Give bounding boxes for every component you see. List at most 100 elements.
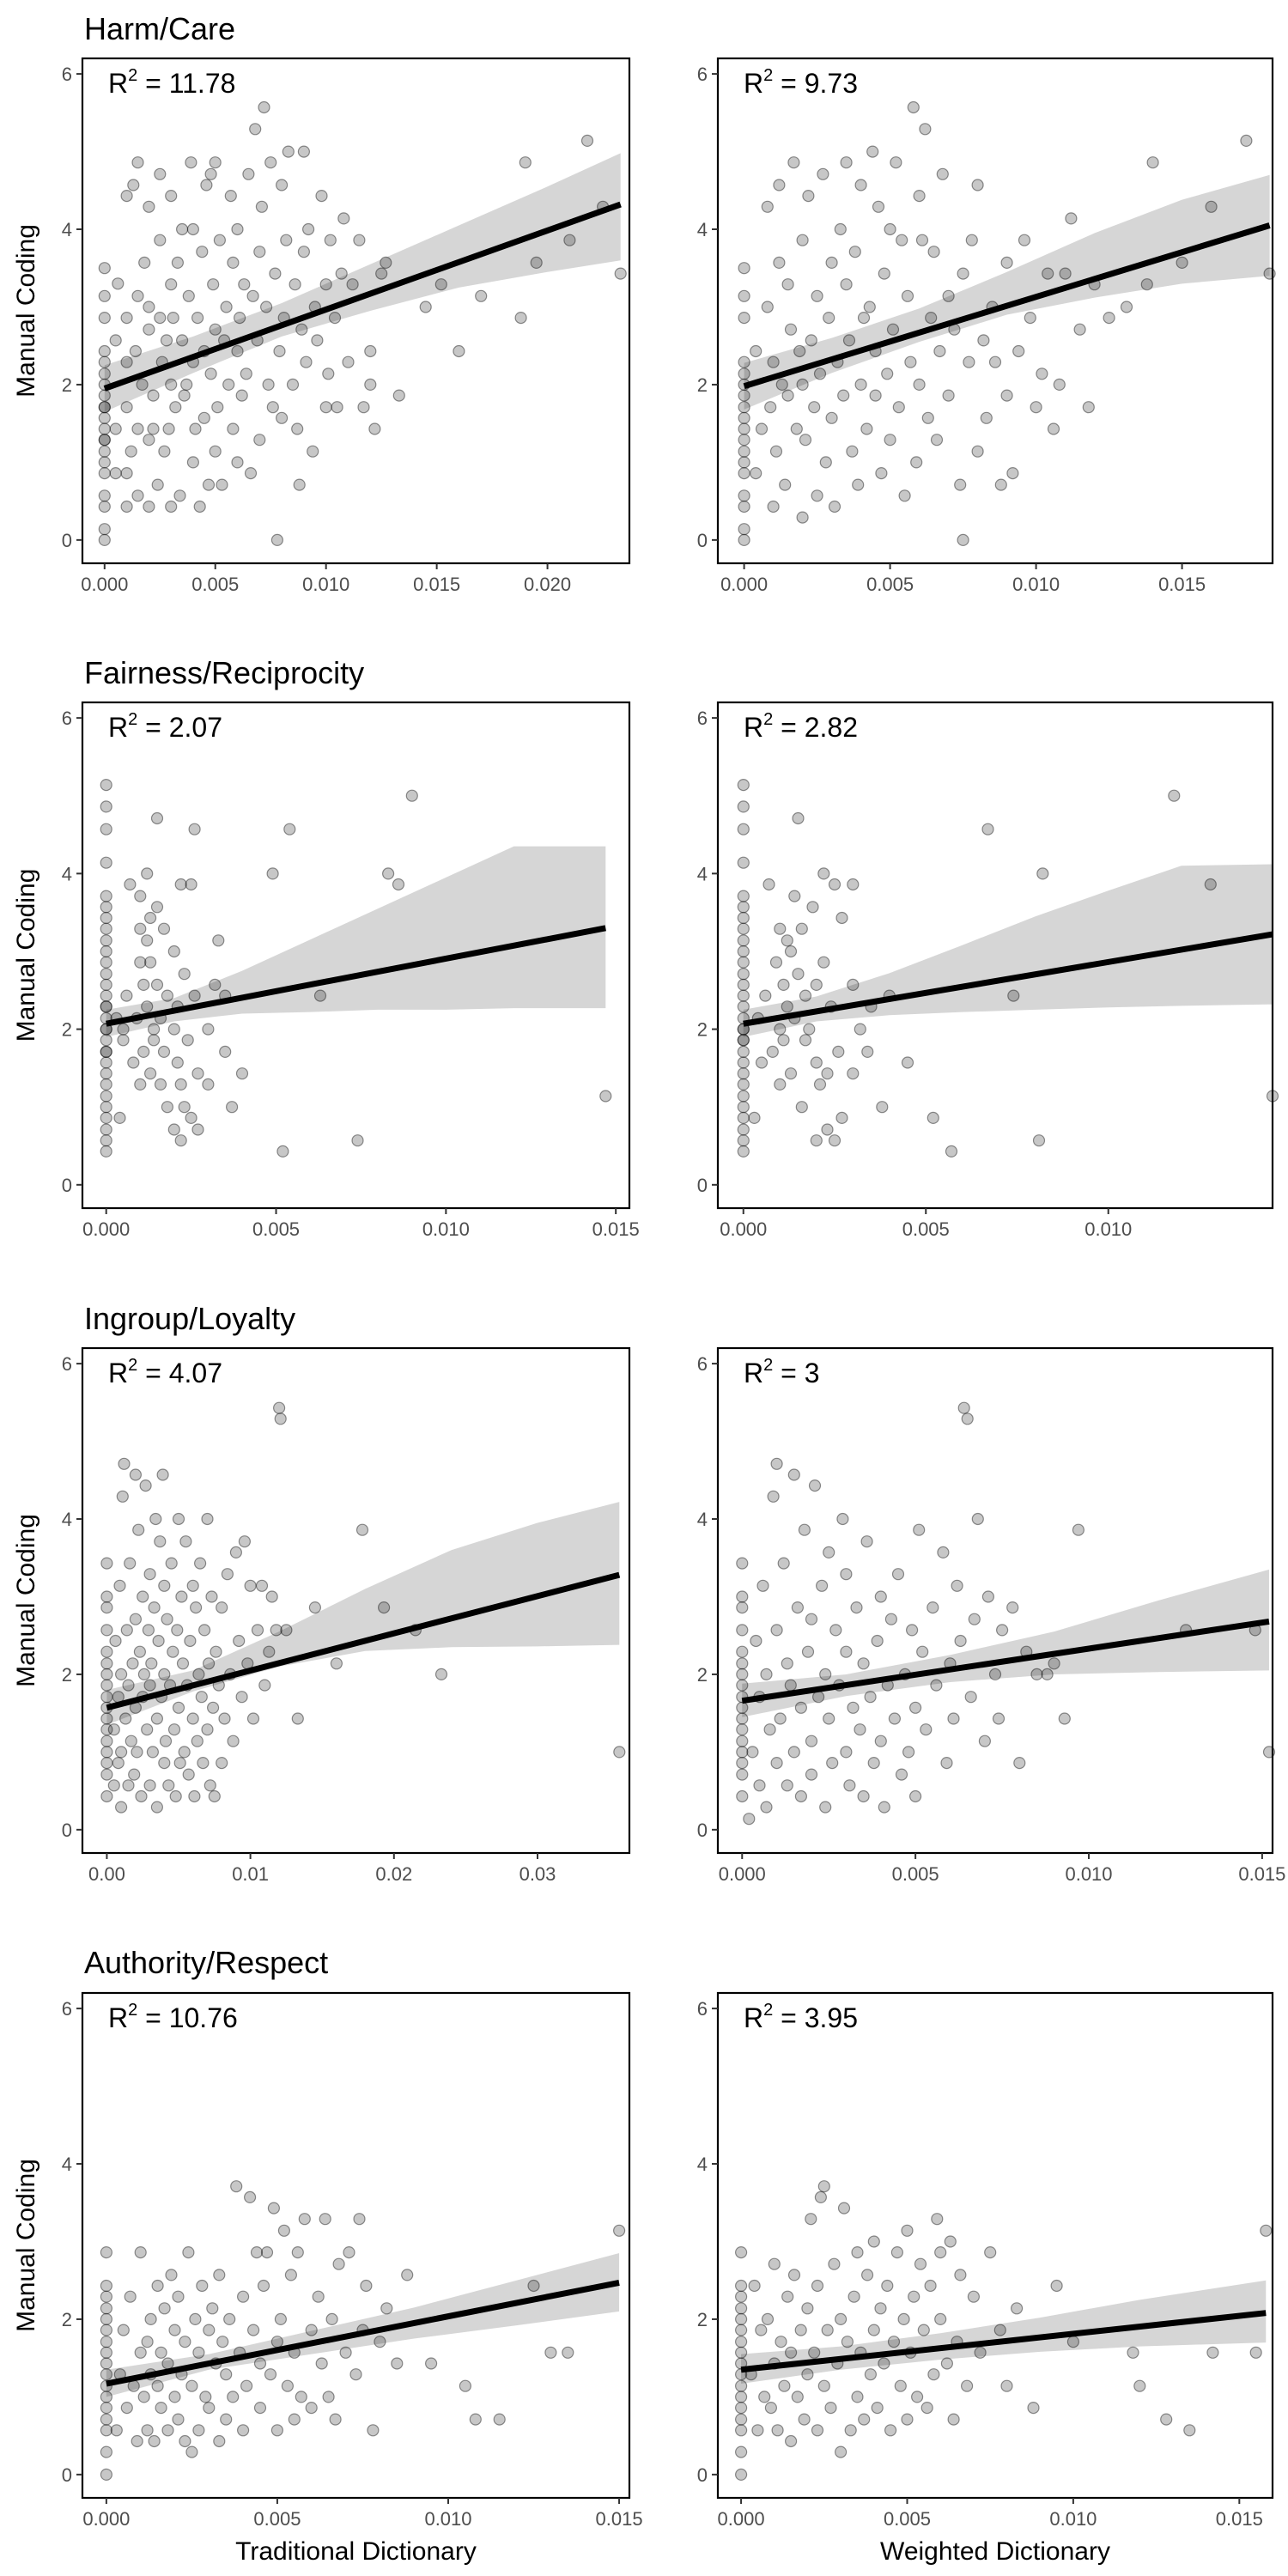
data-point xyxy=(322,2391,335,2403)
data-point xyxy=(133,1645,146,1658)
data-point xyxy=(1260,2224,1273,2237)
data-point xyxy=(186,1579,199,1592)
data-point xyxy=(176,222,189,236)
data-point xyxy=(165,500,178,513)
data-point xyxy=(98,533,111,547)
data-point xyxy=(169,401,182,414)
data-point xyxy=(954,1634,967,1648)
data-point xyxy=(211,401,224,414)
data-point xyxy=(368,422,381,435)
data-point xyxy=(736,1679,749,1692)
data-point xyxy=(884,222,896,236)
data-point xyxy=(144,2312,157,2325)
data-point xyxy=(142,1624,155,1637)
data-point xyxy=(205,1590,218,1603)
data-point xyxy=(1042,267,1054,280)
x-tick-label: 0.005 xyxy=(902,1218,950,1240)
y-tick-label: 4 xyxy=(697,219,708,240)
data-point xyxy=(963,355,975,368)
data-point xyxy=(734,2468,748,2481)
data-point xyxy=(98,411,111,424)
data-point xyxy=(189,422,202,435)
data-point xyxy=(1006,466,1019,480)
data-point xyxy=(840,156,853,169)
data-point xyxy=(844,2424,857,2437)
data-point xyxy=(98,500,111,513)
data-point xyxy=(866,145,879,158)
data-point xyxy=(881,368,894,380)
data-point xyxy=(1204,878,1217,891)
x-tick-label: 0.000 xyxy=(81,574,128,595)
data-point xyxy=(132,1523,145,1536)
data-point xyxy=(230,2180,243,2193)
scatter-panel-left: 0 2 4 6 0.000 0.005 0.010 0.015 0.020 R2 = 11.78 xyxy=(62,57,631,595)
data-point xyxy=(98,401,111,414)
data-point xyxy=(141,1723,154,1736)
data-point xyxy=(315,190,328,203)
data-point xyxy=(787,1468,800,1481)
data-point xyxy=(141,934,154,947)
data-point xyxy=(100,800,112,813)
data-point xyxy=(858,2413,871,2426)
data-point xyxy=(139,1479,152,1492)
data-point xyxy=(125,1735,137,1747)
data-point xyxy=(837,2202,851,2215)
data-point xyxy=(755,422,769,435)
scatter-panel-right: 0 2 4 6 0.000 0.005 0.010 0.015 R2 = 3.95 Weighte… xyxy=(697,1991,1274,2566)
data-point xyxy=(199,2391,212,2403)
data-point xyxy=(801,2368,814,2381)
data-point xyxy=(738,411,750,424)
data-point xyxy=(738,523,750,536)
data-point xyxy=(227,1735,240,1747)
data-point xyxy=(867,2324,880,2336)
data-point xyxy=(150,978,164,992)
data-point xyxy=(131,1746,143,1759)
data-point xyxy=(840,1645,853,1658)
data-point xyxy=(771,2424,784,2437)
data-point xyxy=(137,978,150,992)
data-point xyxy=(162,422,175,435)
data-point xyxy=(143,500,155,513)
data-point xyxy=(1058,1712,1071,1725)
data-point xyxy=(182,289,195,302)
data-point xyxy=(737,778,750,792)
data-point xyxy=(738,355,750,368)
y-tick-label: 0 xyxy=(697,1175,708,1196)
data-point xyxy=(342,355,355,368)
r-squared-value: = 11.78 xyxy=(137,68,235,99)
data-point xyxy=(134,890,147,902)
data-point xyxy=(817,867,830,880)
data-point xyxy=(777,1557,790,1570)
data-point xyxy=(186,456,199,469)
data-point xyxy=(274,1413,287,1425)
data-point xyxy=(951,1579,963,1592)
data-point xyxy=(805,334,817,347)
data-point xyxy=(774,1078,787,1091)
data-point xyxy=(905,1624,919,1637)
data-point xyxy=(324,234,337,246)
data-point xyxy=(319,278,332,291)
data-point xyxy=(767,355,780,368)
data-point xyxy=(100,1067,112,1080)
data-point xyxy=(202,1023,215,1036)
data-point xyxy=(793,344,806,358)
x-tick-label: 0.005 xyxy=(866,574,914,595)
data-point xyxy=(247,2324,260,2336)
data-point xyxy=(799,989,812,1002)
data-point xyxy=(202,1078,215,1091)
data-point xyxy=(191,1735,204,1747)
data-point xyxy=(835,1111,848,1125)
data-point xyxy=(231,456,244,469)
data-points xyxy=(734,2180,1273,2481)
data-point xyxy=(223,2312,236,2325)
data-point xyxy=(209,445,222,458)
data-point xyxy=(1006,1601,1019,1614)
data-point xyxy=(216,1757,228,1770)
data-point xyxy=(198,1624,211,1637)
data-point xyxy=(188,1789,201,1803)
data-point xyxy=(117,2324,130,2336)
data-point xyxy=(821,2324,834,2336)
data-point xyxy=(100,2391,113,2403)
data-point xyxy=(1065,212,1078,225)
data-point xyxy=(737,1145,750,1158)
